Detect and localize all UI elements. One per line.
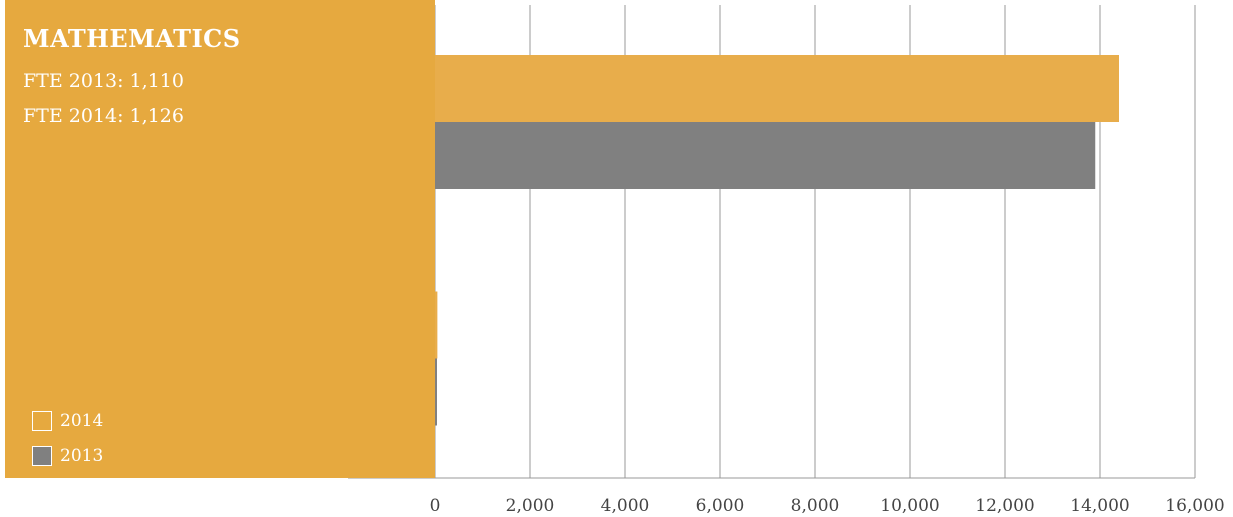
legend-swatch-2014 [32, 411, 52, 431]
bar-math-2013 [435, 122, 1096, 189]
x-tick-label-0: 0 [430, 496, 441, 516]
x-tick-label-7: 14,000 [1070, 496, 1129, 516]
x-tick-label-2: 4,000 [601, 496, 650, 516]
legend-item-2013[interactable]: 2013 [32, 443, 103, 469]
legend-label-2013: 2013 [60, 446, 104, 466]
x-tick-label-3: 6,000 [696, 496, 745, 516]
legend-item-2014[interactable]: 2014 [32, 408, 103, 434]
bar-hmdv-2013 [435, 358, 437, 426]
x-tick-label-6: 12,000 [975, 496, 1034, 516]
chart-legend: 2014 2013 [32, 408, 103, 478]
x-tick-label-4: 8,000 [791, 496, 840, 516]
legend-swatch-2013 [32, 446, 52, 466]
info-panel: MATHEMATICS FTE 2013: 1,110 FTE 2014: 1,… [5, 0, 435, 478]
x-tick-label-5: 10,000 [880, 496, 939, 516]
bar-hmdv-2014 [435, 291, 438, 359]
panel-title: MATHEMATICS [23, 24, 241, 53]
fte-2013-label: FTE 2013: 1,110 [23, 70, 184, 92]
bar-math-2014 [435, 55, 1119, 122]
x-tick-label-1: 2,000 [506, 496, 555, 516]
fte-2014-label: FTE 2014: 1,126 [23, 105, 184, 127]
x-tick-label-8: 16,000 [1165, 496, 1224, 516]
legend-label-2014: 2014 [60, 411, 104, 431]
